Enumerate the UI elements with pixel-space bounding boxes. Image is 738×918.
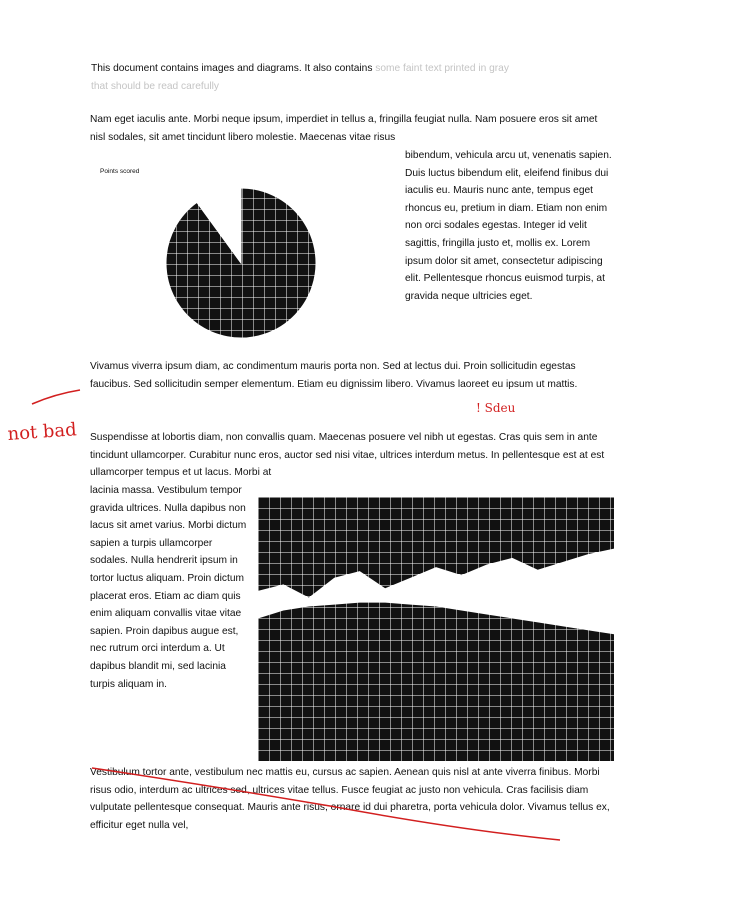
intro-text: This document contains images and diagra… bbox=[91, 63, 373, 74]
paragraph-1-wrap: bibendum, vehicula arcu ut, venenatis sa… bbox=[405, 150, 612, 302]
intro-paragraph: This document contains images and diagra… bbox=[91, 60, 616, 95]
pie-chart-title: Points scored bbox=[100, 168, 140, 175]
area-band-lower bbox=[258, 602, 614, 761]
paragraph-1-lead: Nam eget iaculis ante. Morbi neque ipsum… bbox=[90, 114, 598, 143]
area-chart bbox=[258, 497, 614, 761]
intro-faint-text: some faint text printed in gray bbox=[375, 63, 509, 74]
area-band-upper bbox=[258, 497, 614, 598]
intro-faint-line: that should be read carefully bbox=[91, 80, 219, 92]
margin-arrow-stroke bbox=[31, 389, 81, 405]
paragraph-2-wrap: lacinia massa. Vestibulum tempor gravida… bbox=[90, 485, 247, 690]
paragraph-3: Vestibulum tortor ante, vestibulum nec m… bbox=[90, 767, 610, 831]
pie-slice bbox=[196, 187, 242, 265]
paragraph-1-tail: Vivamus viverra ipsum diam, ac condiment… bbox=[90, 361, 578, 390]
inline-note: ! Sdeu bbox=[476, 401, 516, 415]
paragraph-2-lead: Suspendisse at lobortis diam, non conval… bbox=[90, 432, 605, 479]
area-chart-svg bbox=[258, 497, 614, 761]
pie-chart bbox=[165, 187, 317, 339]
pie-chart-svg bbox=[165, 187, 317, 339]
margin-note: not bad bbox=[7, 419, 77, 445]
